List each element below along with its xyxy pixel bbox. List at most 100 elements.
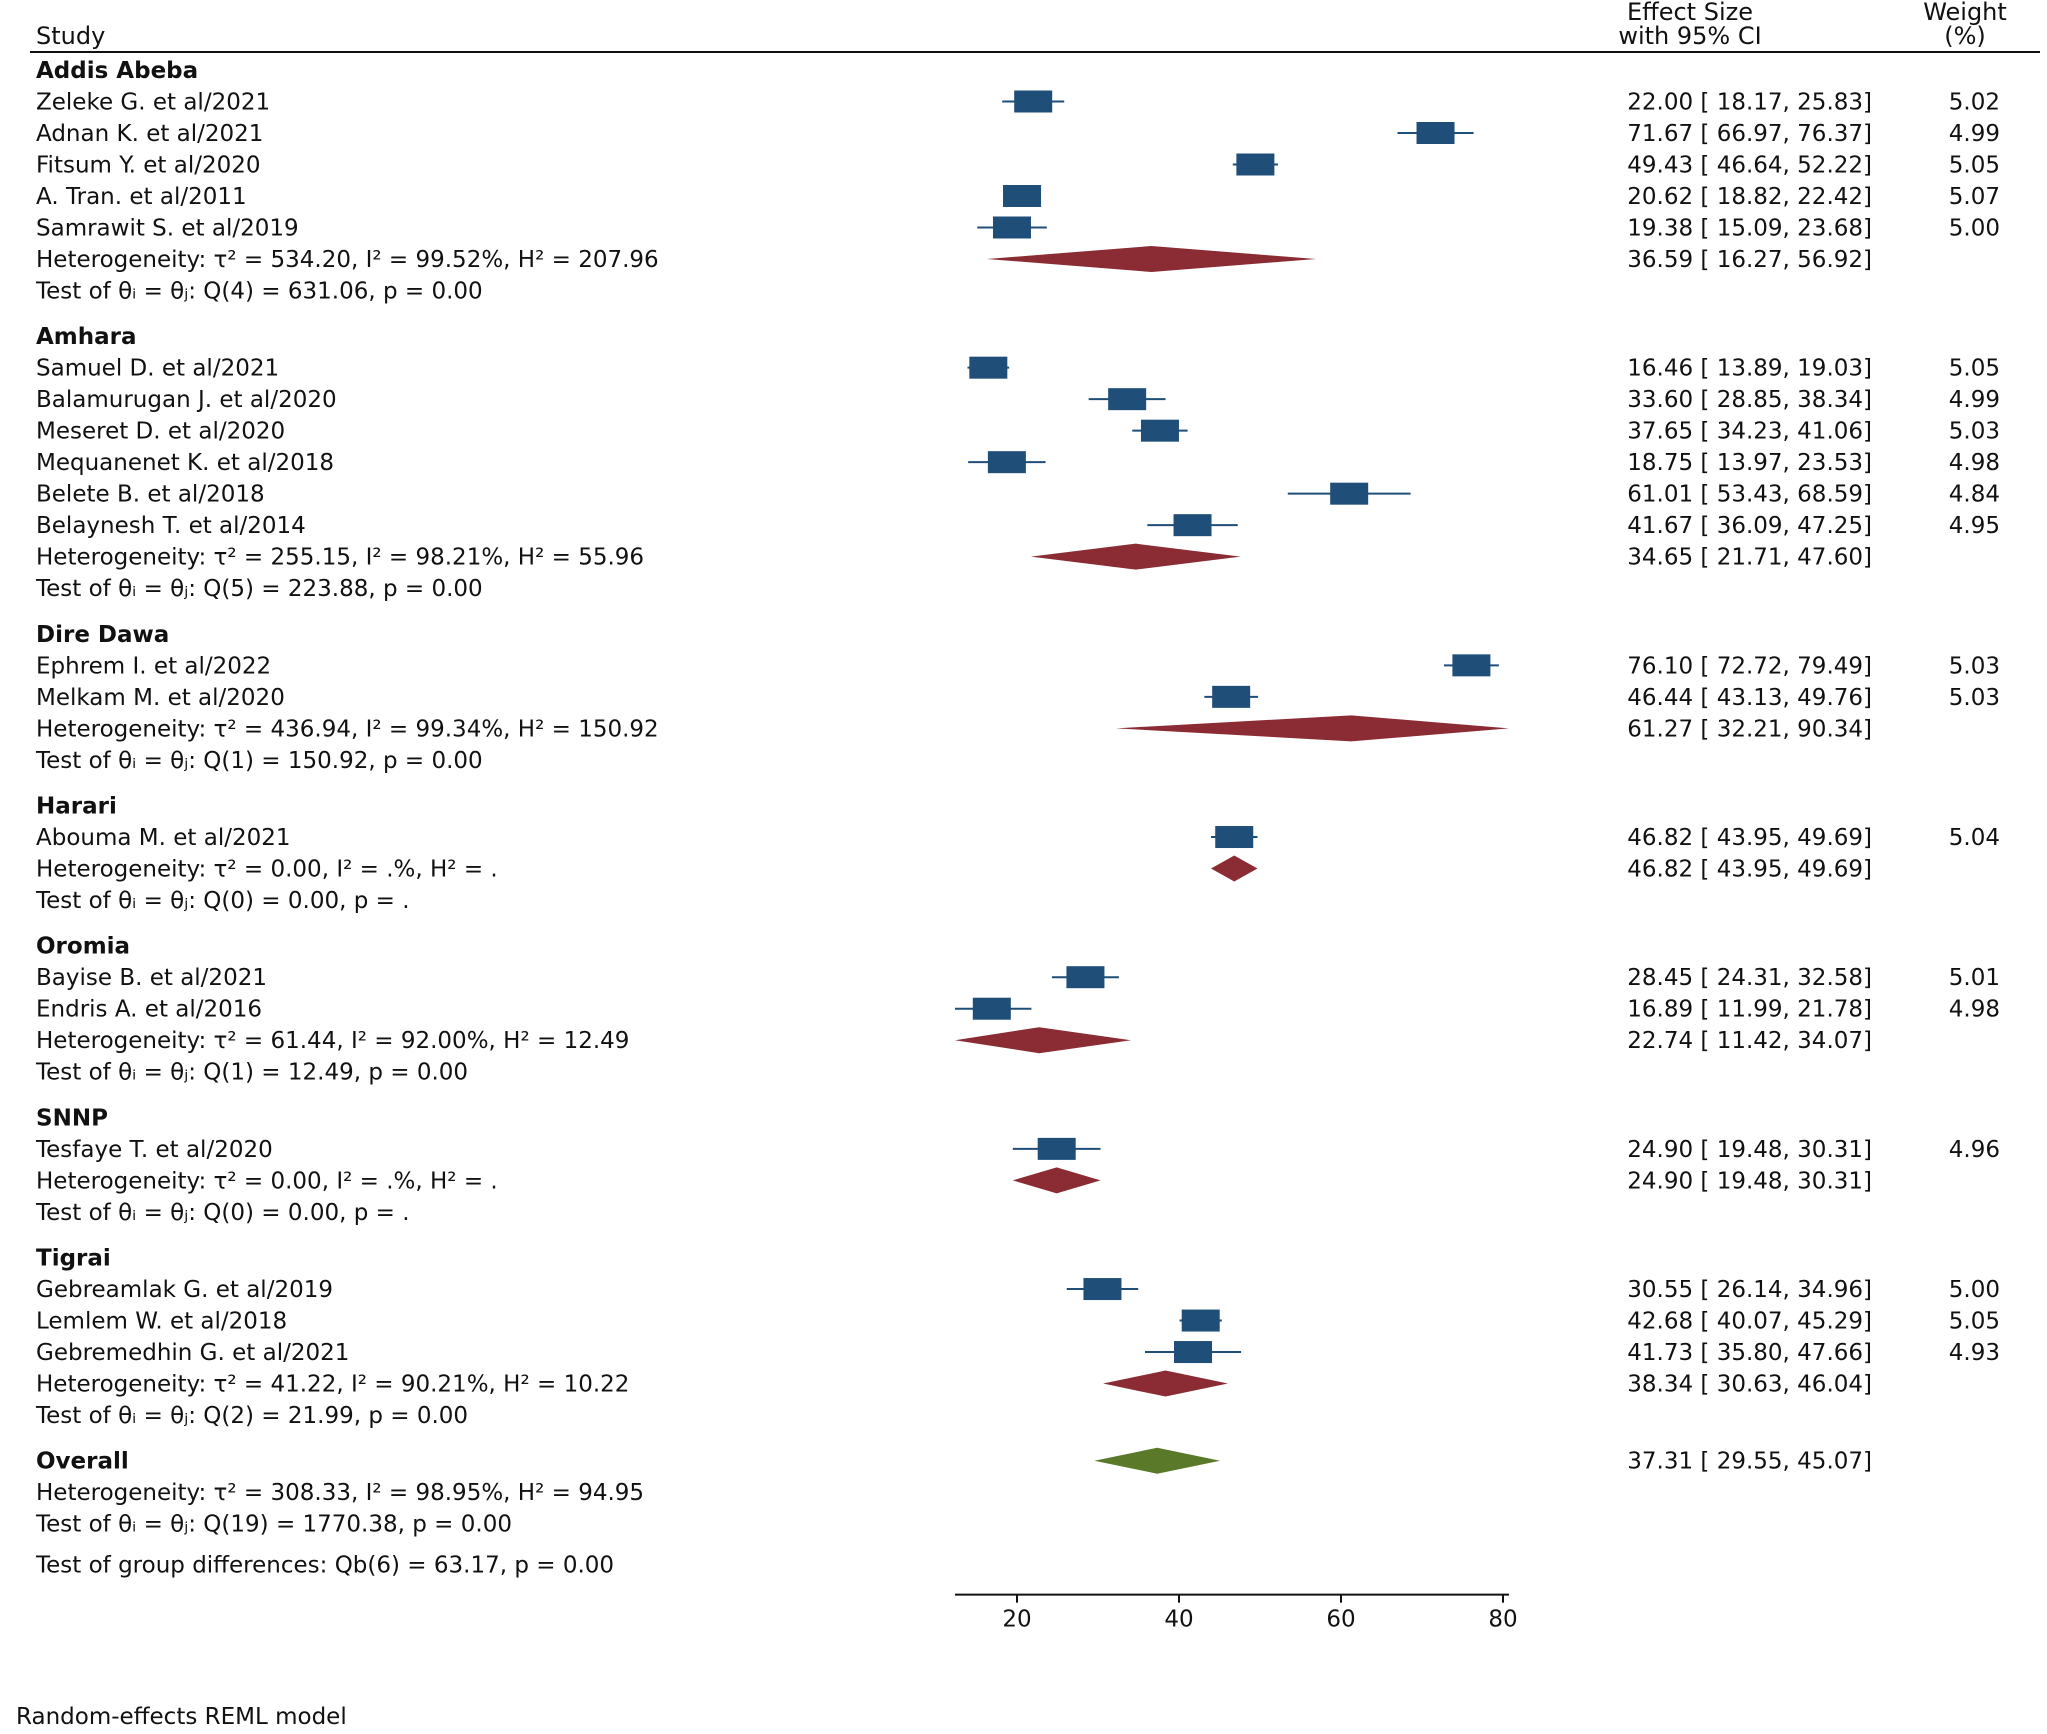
study-box	[1174, 1341, 1213, 1364]
subgroup-effect-ci: 24.90 [ 19.48, 30.31]	[1627, 1168, 1872, 1194]
subgroup-diamond	[1030, 543, 1241, 570]
overall-effect-ci: 37.31 [ 29.55, 45.07]	[1627, 1449, 1872, 1475]
study-effect-ci: 28.45 [ 24.31, 32.58]	[1627, 965, 1872, 991]
study-effect-ci: 76.10 [ 72.72, 79.49]	[1627, 653, 1872, 679]
subgroup-title: SNNP	[36, 1105, 108, 1131]
study-effect-ci: 20.62 [ 18.82, 22.42]	[1627, 184, 1872, 210]
study-weight: 5.04	[1949, 825, 2000, 851]
homogeneity-test: Test of θᵢ = θⱼ: Q(0) = 0.00, p = .	[35, 1200, 410, 1226]
study-effect-ci: 41.67 [ 36.09, 47.25]	[1627, 513, 1872, 539]
study-label: Balamurugan J. et al/2020	[36, 387, 337, 413]
study-label: Fitsum Y. et al/2020	[36, 153, 261, 179]
study-weight: 4.98	[1949, 997, 2000, 1023]
x-tick-label: 20	[1002, 1607, 1031, 1633]
study-label: Samrawit S. et al/2019	[36, 216, 299, 242]
subgroup-diamond	[1210, 855, 1258, 882]
study-box	[972, 997, 1011, 1020]
x-tick-label: 60	[1326, 1607, 1355, 1633]
study-weight: 5.07	[1949, 184, 2000, 210]
study-effect-ci: 41.73 [ 35.80, 47.66]	[1627, 1340, 1872, 1366]
study-effect-ci: 46.82 [ 43.95, 49.69]	[1627, 825, 1872, 851]
subgroup-title: Addis Abeba	[36, 58, 198, 84]
study-weight: 5.01	[1949, 965, 2000, 991]
study-weight: 5.03	[1949, 419, 2000, 445]
overall-label: Overall	[36, 1449, 129, 1475]
study-label: Gebreamlak G. et al/2019	[36, 1277, 333, 1303]
heterogeneity-stat: Heterogeneity: τ² = 255.15, I² = 98.21%,…	[36, 545, 644, 571]
study-label: Bayise B. et al/2021	[36, 965, 267, 991]
homogeneity-test: Test of θᵢ = θⱼ: Q(2) = 21.99, p = 0.00	[35, 1403, 468, 1429]
study-effect-ci: 33.60 [ 28.85, 38.34]	[1627, 387, 1872, 413]
homogeneity-test: Test of θᵢ = θⱼ: Q(0) = 0.00, p = .	[35, 888, 410, 914]
study-weight: 4.84	[1949, 482, 2000, 508]
group-differences-test: Test of group differences: Qb(6) = 63.17…	[35, 1553, 614, 1579]
study-box	[1014, 90, 1053, 113]
homogeneity-test: Test of θᵢ = θⱼ: Q(5) = 223.88, p = 0.00	[35, 576, 483, 602]
study-label: Tesfaye T. et al/2020	[35, 1137, 273, 1163]
header-effect-size: Effect Size	[1627, 0, 1753, 26]
forest-rows: Addis Abeba Zeleke G. et al/2021 22.00 [ 1…	[35, 58, 2000, 1579]
subgroup-title: Tigrai	[36, 1246, 111, 1272]
subgroup-effect-ci: 36.59 [ 16.27, 56.92]	[1627, 247, 1872, 273]
subgroup-title: Oromia	[36, 934, 130, 960]
study-effect-ci: 19.38 [ 15.09, 23.68]	[1627, 216, 1872, 242]
study-weight: 5.03	[1949, 653, 2000, 679]
subgroup-effect-ci: 61.27 [ 32.21, 90.34]	[1627, 716, 1872, 742]
x-tick-label: 80	[1488, 1607, 1517, 1633]
study-effect-ci: 22.00 [ 18.17, 25.83]	[1627, 90, 1872, 116]
study-label: Gebremedhin G. et al/2021	[36, 1340, 349, 1366]
homogeneity-test: Test of θᵢ = θⱼ: Q(4) = 631.06, p = 0.00	[35, 279, 483, 305]
study-weight: 5.00	[1949, 216, 2000, 242]
study-box	[1037, 1137, 1076, 1160]
study-effect-ci: 46.44 [ 43.13, 49.76]	[1627, 685, 1872, 711]
study-box	[987, 451, 1026, 474]
heterogeneity-stat: Heterogeneity: τ² = 41.22, I² = 90.21%, …	[36, 1372, 629, 1398]
study-weight: 4.98	[1949, 450, 2000, 476]
subgroup-diamond	[1103, 1370, 1228, 1397]
study-weight: 4.99	[1949, 121, 2000, 147]
study-box	[1215, 826, 1254, 849]
study-box	[1140, 419, 1179, 442]
study-weight: 5.05	[1949, 356, 2000, 382]
study-box	[992, 216, 1031, 239]
study-effect-ci: 37.65 [ 34.23, 41.06]	[1627, 419, 1872, 445]
subgroup-diamond	[986, 246, 1317, 272]
header-weight: Weight	[1923, 0, 2007, 26]
subgroup-effect-ci: 46.82 [ 43.95, 49.69]	[1627, 857, 1872, 883]
study-label: Belete B. et al/2018	[36, 482, 265, 508]
homogeneity-test: Test of θᵢ = θⱼ: Q(1) = 150.92, p = 0.00	[35, 748, 483, 774]
study-effect-ci: 30.55 [ 26.14, 34.96]	[1627, 1277, 1872, 1303]
study-label: Zeleke G. et al/2021	[36, 90, 270, 116]
x-axis: 20 40 60 80	[955, 1593, 1518, 1633]
study-label: Endris A. et al/2016	[36, 997, 262, 1023]
study-label: Mequanenet K. et al/2018	[36, 450, 334, 476]
study-weight: 5.03	[1949, 685, 2000, 711]
study-label: A. Tran. et al/2011	[36, 184, 247, 210]
study-weight: 5.05	[1949, 153, 2000, 179]
study-weight: 5.02	[1949, 90, 2000, 116]
study-weight: 4.95	[1949, 513, 2000, 539]
study-box	[969, 356, 1008, 379]
heterogeneity-stat: Heterogeneity: τ² = 534.20, I² = 99.52%,…	[36, 247, 659, 273]
overall-diamond	[1094, 1447, 1221, 1474]
study-box	[1108, 388, 1147, 411]
study-box	[1003, 185, 1042, 207]
study-effect-ci: 24.90 [ 19.48, 30.31]	[1627, 1137, 1872, 1163]
study-box	[1452, 654, 1491, 677]
subgroup-effect-ci: 38.34 [ 30.63, 46.04]	[1627, 1372, 1872, 1398]
study-effect-ci: 71.67 [ 66.97, 76.37]	[1627, 121, 1872, 147]
header-study: Study	[36, 22, 105, 50]
study-weight: 4.96	[1949, 1137, 2000, 1163]
study-effect-ci: 61.01 [ 53.43, 68.59]	[1627, 482, 1872, 508]
study-box	[1173, 514, 1212, 537]
x-tick-label: 40	[1164, 1607, 1193, 1633]
study-effect-ci: 49.43 [ 46.64, 52.22]	[1627, 153, 1872, 179]
overall-homogeneity-test: Test of θᵢ = θⱼ: Q(19) = 1770.38, p = 0.…	[35, 1512, 512, 1538]
study-weight: 5.00	[1949, 1277, 2000, 1303]
study-box	[1083, 1278, 1122, 1301]
homogeneity-test: Test of θᵢ = θⱼ: Q(1) = 12.49, p = 0.00	[35, 1060, 468, 1086]
overall-heterogeneity: Heterogeneity: τ² = 308.33, I² = 98.95%,…	[36, 1480, 644, 1506]
subgroup-title: Dire Dawa	[36, 622, 169, 648]
study-weight: 4.99	[1949, 387, 2000, 413]
